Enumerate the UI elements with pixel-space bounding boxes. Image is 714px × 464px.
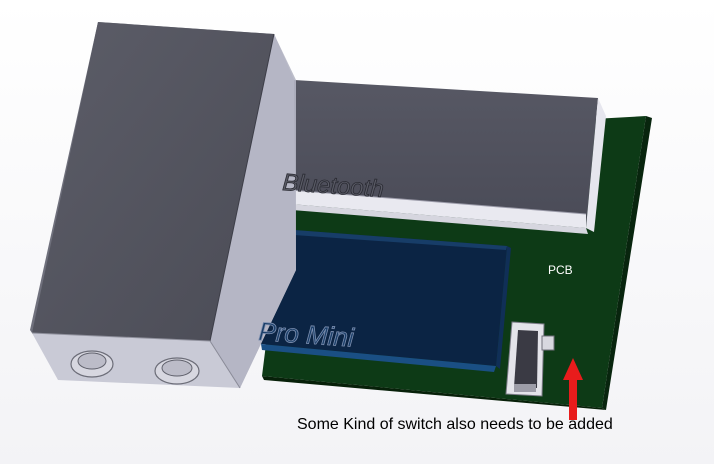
battery-terminal-right xyxy=(154,357,200,385)
pro-mini-label: Pro Mini xyxy=(258,316,356,353)
pro-mini-module xyxy=(261,229,511,372)
switch-note: Some Kind of switch also needs to be add… xyxy=(297,416,613,433)
pcb-label: PCB xyxy=(548,263,573,277)
slide-switch-icon xyxy=(505,321,555,397)
bluetooth-module xyxy=(289,80,606,234)
battery-terminal-left xyxy=(70,350,114,378)
up-arrow-icon xyxy=(563,358,583,420)
battery-block xyxy=(30,22,296,389)
